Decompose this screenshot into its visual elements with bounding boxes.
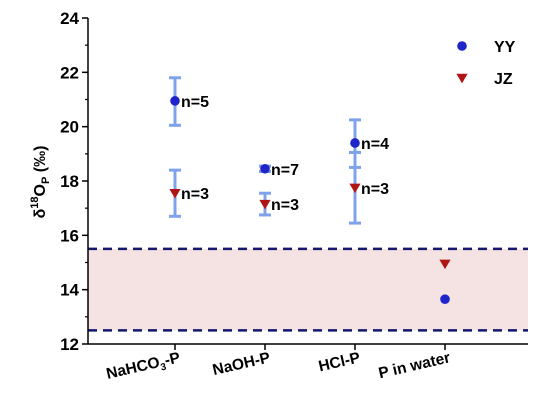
yy-point <box>260 164 270 174</box>
jz-point <box>169 189 180 199</box>
y-label-sub: P <box>40 177 52 184</box>
yy-point <box>170 96 180 106</box>
legend-label: JZ <box>494 71 513 88</box>
legend-jz-marker <box>456 74 467 84</box>
x-tick-label-text: HCl-P <box>317 349 362 375</box>
y-tick-label: 18 <box>60 172 79 191</box>
y-tick-label: 16 <box>60 226 79 245</box>
legend: YY JZ <box>456 39 515 88</box>
y-axis-label: δ18OP (‰) <box>29 146 52 219</box>
legend-label: YY <box>494 39 516 56</box>
x-tick-label-text: NaOH-P <box>211 349 272 379</box>
jz-point <box>349 184 360 194</box>
n-label: n=3 <box>271 197 299 214</box>
legend-yy-marker <box>457 41 467 51</box>
x-tick-label: NaOH-P <box>211 349 272 379</box>
y-ticks: 12 14 16 18 20 22 24 <box>60 9 88 354</box>
n-label: n=4 <box>361 136 389 153</box>
x-tick-label-text: P in water <box>377 349 452 382</box>
n-label: n=3 <box>181 186 209 203</box>
x-tick-label-text: NaHCO <box>105 354 162 383</box>
y-tick-label: 20 <box>60 118 79 137</box>
y-tick-label: 12 <box>60 335 79 354</box>
y-label-o: O <box>32 184 49 196</box>
n-label: n=7 <box>271 162 299 179</box>
y-label-delta: δ <box>32 208 49 218</box>
x-tick-label-post: -P <box>163 349 182 369</box>
y-tick-label: 24 <box>60 9 79 28</box>
x-tick-label: P in water <box>377 349 452 382</box>
n-label: n=5 <box>181 94 209 111</box>
y-tick-label: 14 <box>60 281 79 300</box>
x-tick-label: HCl-P <box>317 349 362 375</box>
yy-point <box>440 294 450 304</box>
y-label-unit: (‰) <box>32 146 49 177</box>
x-tick-label: NaHCO3-P <box>105 349 183 385</box>
n-label: n=3 <box>361 181 389 198</box>
reference-band <box>88 249 528 331</box>
jz-point <box>259 200 270 210</box>
y-tick-label: 22 <box>60 63 79 82</box>
yy-point <box>350 138 360 148</box>
x-ticks: NaHCO3-P NaOH-P HCl-P P in water <box>105 344 452 386</box>
y-label-sup: 18 <box>29 196 41 208</box>
